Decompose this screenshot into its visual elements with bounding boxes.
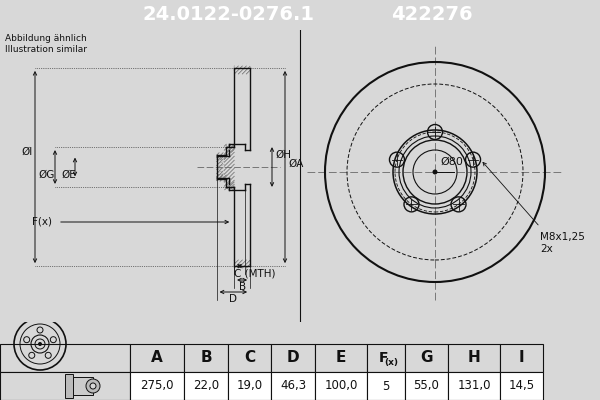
Text: Abbildung ähnlich: Abbildung ähnlich	[5, 34, 87, 43]
Text: F: F	[378, 351, 388, 365]
Text: 55,0: 55,0	[413, 380, 439, 392]
Bar	[405, 344, 448, 372]
Text: 46,3: 46,3	[280, 380, 306, 392]
Text: B: B	[200, 350, 212, 366]
Bar	[0, 372, 130, 400]
Text: I: I	[518, 350, 524, 366]
Text: Ø80: Ø80	[440, 157, 463, 167]
Bar	[500, 372, 543, 400]
Bar	[130, 372, 184, 400]
Bar	[367, 344, 405, 372]
Bar	[367, 372, 405, 400]
Text: ØA: ØA	[288, 159, 304, 169]
Text: 5: 5	[382, 380, 389, 392]
Text: ØI: ØI	[22, 147, 32, 157]
Bar	[184, 344, 228, 372]
Bar	[184, 372, 228, 400]
Text: D: D	[229, 294, 238, 304]
Bar	[0, 344, 130, 372]
Bar	[315, 344, 367, 372]
Circle shape	[433, 170, 437, 174]
Bar	[448, 372, 500, 400]
Text: 422276: 422276	[391, 6, 473, 24]
Circle shape	[90, 383, 96, 389]
Text: B: B	[239, 282, 245, 292]
Bar	[228, 372, 271, 400]
Text: C: C	[244, 350, 255, 366]
Text: 100,0: 100,0	[325, 380, 358, 392]
Text: A: A	[151, 350, 163, 366]
Text: M8x1,25
2x: M8x1,25 2x	[540, 232, 585, 254]
Bar	[73, 377, 93, 395]
Text: 22,0: 22,0	[193, 380, 219, 392]
Text: 275,0: 275,0	[140, 380, 174, 392]
Bar	[315, 372, 367, 400]
Text: Illustration similar: Illustration similar	[5, 45, 87, 54]
Text: 131,0: 131,0	[457, 380, 491, 392]
Bar	[130, 344, 184, 372]
Text: G: G	[420, 350, 433, 366]
Circle shape	[38, 342, 42, 346]
Text: C (MTH): C (MTH)	[234, 268, 275, 278]
Text: ØG: ØG	[39, 170, 55, 180]
Bar	[271, 344, 315, 372]
Bar	[448, 344, 500, 372]
Text: F(x): F(x)	[32, 217, 52, 227]
Text: D: D	[287, 350, 299, 366]
Text: 19,0: 19,0	[236, 380, 263, 392]
Text: ØE: ØE	[62, 170, 76, 180]
Circle shape	[86, 379, 100, 393]
Text: 14,5: 14,5	[508, 380, 535, 392]
Bar	[500, 344, 543, 372]
Bar	[405, 372, 448, 400]
Bar	[228, 344, 271, 372]
Text: 24.0122-0276.1: 24.0122-0276.1	[142, 6, 314, 24]
Text: E: E	[336, 350, 346, 366]
Bar	[65, 374, 73, 398]
Bar	[271, 372, 315, 400]
Text: (x): (x)	[384, 358, 398, 366]
Text: ØH: ØH	[275, 150, 291, 160]
Text: H: H	[467, 350, 481, 366]
